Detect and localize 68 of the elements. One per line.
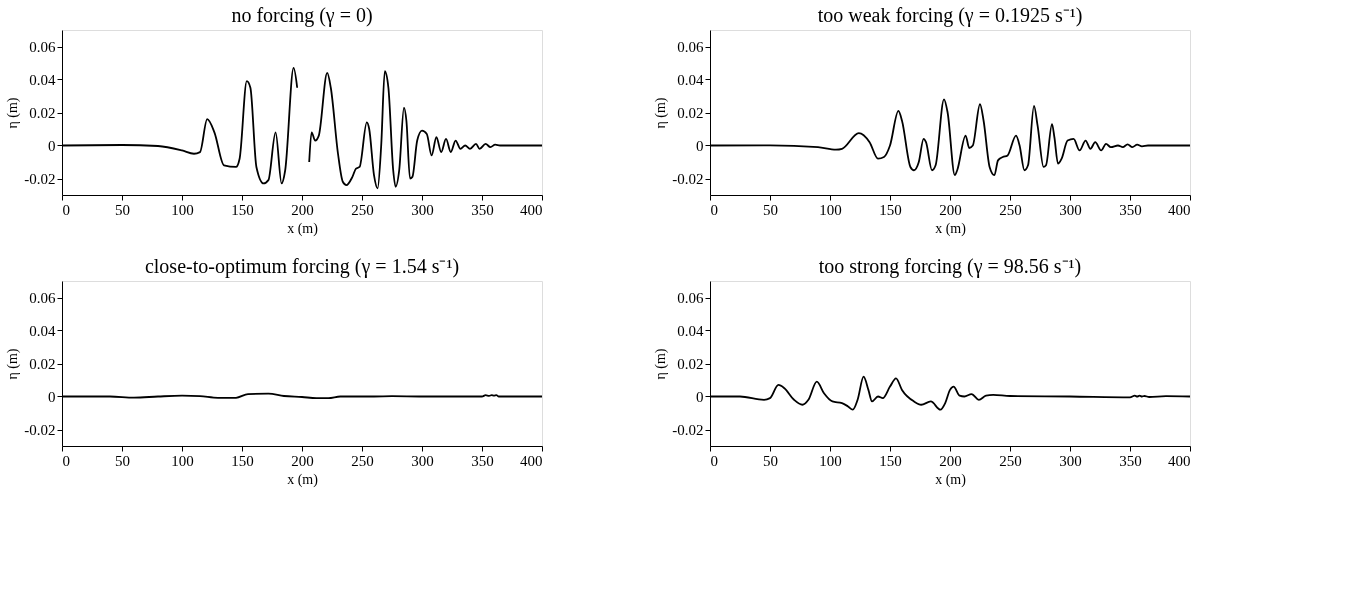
- x-tick-label: 50: [763, 201, 778, 218]
- y-axis-title: η (m): [5, 348, 22, 380]
- x-tick-label: 300: [411, 201, 434, 218]
- x-tick-label: 350: [1119, 201, 1142, 218]
- chart-title: too weak forcing (γ = 0.1925 s⁻¹): [817, 4, 1083, 27]
- x-tick-label: 0: [710, 452, 718, 469]
- y-tick-label: -0.02: [24, 422, 56, 438]
- x-tick-label: 100: [819, 452, 842, 469]
- y-tick-label: 0: [48, 138, 56, 154]
- x-tick-label: 400: [520, 201, 543, 218]
- x-tick-label: 300: [1059, 452, 1082, 469]
- y-tick-label: 0.06: [29, 39, 56, 55]
- x-tick-label: 350: [1119, 452, 1142, 469]
- x-tick-label: 200: [939, 201, 962, 218]
- x-axis-title: x (m): [935, 471, 967, 488]
- x-tick-label: 200: [291, 201, 314, 218]
- x-tick-label: 250: [351, 452, 374, 469]
- x-tick-label: 150: [879, 452, 902, 469]
- y-axis-title: η (m): [653, 97, 670, 129]
- y-tick-label: 0.04: [677, 323, 704, 339]
- y-tick-label: 0: [48, 389, 56, 405]
- x-tick-label: 150: [879, 201, 902, 218]
- x-tick-label: 100: [171, 452, 194, 469]
- y-tick-label: -0.02: [24, 171, 56, 187]
- x-tick-label: 400: [520, 452, 543, 469]
- y-axis-title: η (m): [653, 348, 670, 380]
- y-tick-label: 0.02: [29, 105, 56, 121]
- x-tick-label: 0: [710, 201, 718, 218]
- x-tick-label: 400: [1168, 452, 1191, 469]
- x-tick-label: 300: [411, 452, 434, 469]
- y-tick-label: -0.02: [672, 422, 704, 438]
- x-tick-label: 200: [939, 452, 962, 469]
- x-tick-label: 50: [115, 452, 130, 469]
- x-tick-label: 100: [171, 201, 194, 218]
- chart-title: close-to-optimum forcing (γ = 1.54 s⁻¹): [144, 255, 460, 278]
- x-axis-title: x (m): [287, 220, 319, 237]
- y-tick-label: 0.06: [677, 290, 704, 306]
- x-tick-label: 0: [62, 201, 70, 218]
- chart-title: no forcing (γ = 0): [231, 4, 373, 27]
- y-tick-label: 0: [696, 389, 704, 405]
- x-tick-label: 50: [763, 452, 778, 469]
- x-tick-label: 400: [1168, 201, 1191, 218]
- x-tick-label: 150: [231, 452, 254, 469]
- y-tick-label: 0.04: [29, 323, 56, 339]
- y-tick-label: 0.04: [677, 72, 704, 88]
- y-tick-label: 0.02: [677, 105, 704, 121]
- y-tick-label: 0: [696, 138, 704, 154]
- x-tick-label: 100: [819, 201, 842, 218]
- y-tick-label: 0.06: [29, 290, 56, 306]
- x-tick-label: 50: [115, 201, 130, 218]
- x-tick-label: 300: [1059, 201, 1082, 218]
- x-tick-label: 250: [351, 201, 374, 218]
- x-axis-title: x (m): [935, 220, 967, 237]
- y-tick-label: 0.02: [29, 356, 56, 372]
- y-tick-label: 0.06: [677, 39, 704, 55]
- chart-title: too strong forcing (γ = 98.56 s⁻¹): [818, 255, 1082, 278]
- x-tick-label: 0: [62, 452, 70, 469]
- x-tick-label: 250: [999, 452, 1022, 469]
- x-axis-title: x (m): [287, 471, 319, 488]
- y-tick-label: 0.02: [677, 356, 704, 372]
- y-tick-label: -0.02: [672, 171, 704, 187]
- x-tick-label: 250: [999, 201, 1022, 218]
- y-tick-label: 0.04: [29, 72, 56, 88]
- x-tick-label: 150: [231, 201, 254, 218]
- y-axis-title: η (m): [5, 97, 22, 129]
- x-tick-label: 350: [471, 201, 494, 218]
- x-tick-label: 350: [471, 452, 494, 469]
- x-tick-label: 200: [291, 452, 314, 469]
